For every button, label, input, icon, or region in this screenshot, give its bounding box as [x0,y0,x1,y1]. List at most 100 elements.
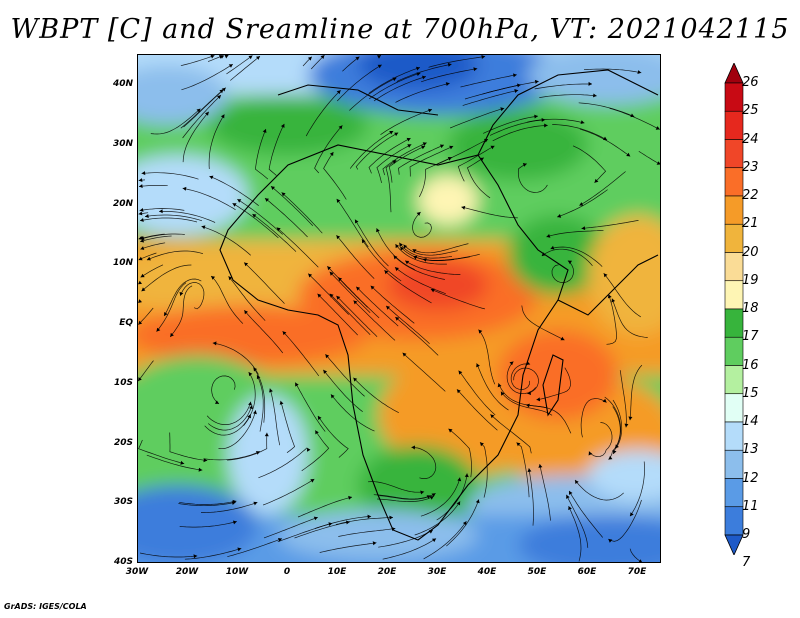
streamline-arrow [248,401,252,406]
streamline-arrow [281,192,286,197]
streamline [388,145,426,183]
streamline-arrow [372,541,377,546]
colorbar-segment [724,336,744,366]
streamline [395,316,439,356]
streamline-arrow [389,515,393,520]
streamline-arrow [249,405,254,410]
streamline [483,115,538,134]
streamline-arrow [607,294,612,299]
streamline-arrow [626,152,631,157]
streamline-arrow [138,211,143,216]
streamline-arrow [193,554,198,559]
streamline-arrow [139,208,144,212]
streamline [349,77,397,111]
streamline-arrow [145,214,149,218]
streamline [581,220,639,229]
streamline-arrow [416,66,420,71]
streamline [382,142,427,176]
streamline-arrow [602,398,607,403]
streamline-arrow [269,388,273,393]
streamline [578,102,635,118]
streamline [228,276,266,321]
streamline-arrow [253,367,258,372]
streamline [412,211,432,238]
streamline [180,55,215,67]
streamline-arrow [313,516,318,521]
streamline [144,214,203,222]
streamline [606,294,617,345]
streamline-arrow [141,287,146,292]
lat-label: 30S [113,497,133,508]
streamline-arrow [429,496,434,500]
streamline-arrow [220,114,225,119]
streamline-arrow [612,450,617,454]
colorbar-segment [724,421,744,451]
streamline-arrow [389,131,394,135]
streamline-arrow [638,559,642,562]
streamline-arrow [624,423,629,428]
streamline [464,84,521,100]
colorbar-label: 16 [742,357,759,373]
streamline [368,67,421,94]
streamline [629,461,645,517]
streamline-arrow [215,400,219,404]
streamline-arrow [567,260,572,265]
lon-label: 10E [327,567,347,577]
streamline-arrow [237,547,242,552]
streamline [297,496,353,518]
streamline-arrow [416,72,421,76]
streamline [156,282,187,332]
streamline-arrow [138,178,143,182]
streamline-arrow [262,129,267,133]
streamline-arrow [431,493,436,497]
streamline-arrow [244,310,248,315]
streamline [325,353,365,397]
colorbar-segment [724,110,744,140]
streamline [180,89,224,129]
streamline-arrow [353,377,358,382]
streamline-arrow [317,293,322,298]
streamline [323,369,363,412]
streamline [146,454,203,471]
streamline-arrow [422,142,427,146]
streamline [336,64,382,102]
streamline-arrow [400,246,404,251]
streamline-arrow [338,125,343,130]
streamline-arrow [656,161,660,165]
streamline [140,242,166,250]
streamline-arrow [416,212,421,216]
colorbar-segment [724,223,744,253]
streamline-arrow [449,145,454,150]
streamline-arrow [439,144,444,149]
streamline [353,377,399,414]
streamline-arrow [377,64,382,69]
streamline-arrow [336,295,341,300]
streamline [399,242,453,259]
lon-label: 50E [527,567,547,577]
streamline-arrow [637,70,642,74]
streamline-arrow [580,120,585,124]
streamline [384,270,432,304]
streamline [323,151,347,200]
streamline-arrow [248,372,253,377]
streamline [232,202,279,239]
streamline [498,383,547,409]
streamline-arrow [376,228,380,233]
streamline [557,189,608,218]
streamline [139,208,185,211]
streamline-arrow [461,205,466,210]
streamline [169,285,193,338]
streamline-arrow [370,285,375,290]
streamline-arrow [336,198,341,203]
streamline [619,370,627,428]
streamline [411,446,437,479]
streamline [430,288,485,310]
streamline [579,171,626,206]
streamline [146,250,203,261]
colorbar-segment [724,308,744,338]
streamline-arrow [588,81,592,86]
colorbar-label: 12 [742,470,759,486]
streamline [139,217,198,223]
colorbar-label: 23 [742,159,759,175]
streamline [159,211,216,223]
